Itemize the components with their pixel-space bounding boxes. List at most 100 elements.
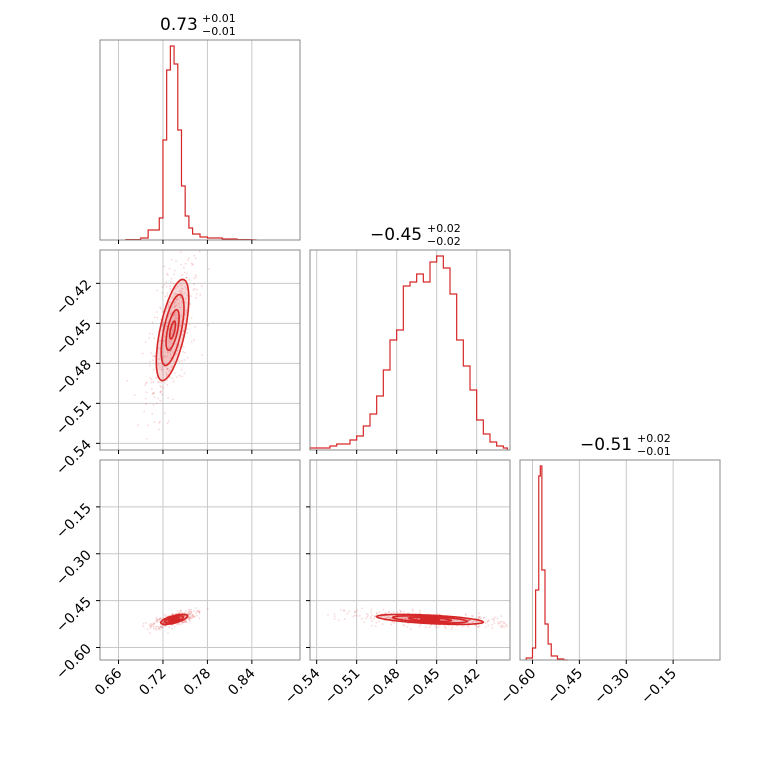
sample-point: [173, 294, 176, 297]
sample-point: [192, 615, 195, 617]
sample-point: [186, 328, 189, 331]
sample-point: [389, 616, 392, 619]
sample-point: [175, 260, 177, 263]
sample-point: [179, 623, 182, 626]
sample-point: [502, 622, 505, 625]
sample-point: [150, 622, 152, 625]
sample-point: [451, 620, 454, 623]
sample-point: [165, 325, 168, 328]
sample-point: [184, 301, 186, 304]
sample-point: [374, 625, 377, 628]
sample-point: [361, 607, 363, 610]
sample-point: [152, 627, 155, 630]
sample-point: [468, 619, 470, 622]
sample-point: [484, 625, 487, 628]
sample-point: [160, 626, 163, 628]
sample-point: [502, 624, 504, 627]
sample-point: [160, 626, 163, 629]
x-tick-label: 0.78: [181, 666, 214, 699]
sample-point: [164, 355, 166, 357]
sample-point: [153, 392, 156, 395]
sample-point: [364, 617, 367, 620]
sample-point: [475, 624, 478, 627]
contour-level-3: [168, 320, 177, 340]
sample-point: [175, 376, 178, 379]
sample-point: [184, 297, 187, 300]
sample-point: [190, 316, 193, 319]
sample-point: [418, 612, 421, 615]
sample-point: [153, 316, 156, 319]
sample-point: [437, 626, 440, 629]
sample-point: [477, 617, 480, 620]
sample-point: [389, 616, 391, 619]
sample-point: [166, 379, 168, 382]
sample-point: [184, 286, 187, 288]
sample-point: [150, 624, 153, 627]
sample-point: [181, 290, 183, 293]
sample-point: [174, 293, 177, 295]
sample-point: [161, 356, 164, 358]
sample-point: [180, 301, 183, 303]
sample-point: [155, 377, 158, 380]
sample-point: [169, 287, 172, 290]
sample-point: [183, 372, 186, 375]
sample-point: [168, 376, 171, 379]
sample-point: [375, 621, 378, 624]
sample-point: [491, 617, 494, 620]
sample-point: [494, 616, 497, 619]
sample-point: [493, 618, 496, 620]
sample-point: [183, 292, 186, 295]
sample-point: [363, 621, 366, 624]
sample-point: [199, 293, 202, 296]
y-tick-label: −0.42: [53, 277, 95, 319]
sample-point: [186, 294, 189, 297]
sample-point: [486, 620, 489, 623]
sample-point: [164, 333, 167, 336]
sample-point: [158, 339, 161, 342]
sample-point: [155, 402, 158, 405]
sample-point: [194, 274, 197, 277]
sample-point: [151, 392, 154, 395]
sample-point: [177, 623, 179, 626]
sample-point: [404, 617, 407, 619]
sample-point: [198, 617, 201, 620]
sample-point: [161, 286, 164, 289]
sample-point: [165, 281, 168, 283]
sample-point: [191, 614, 194, 616]
sample-point: [144, 341, 147, 343]
sample-point: [479, 617, 482, 620]
sample-point: [180, 616, 183, 619]
sample-point: [168, 340, 171, 343]
sample-point: [192, 289, 195, 291]
param-title-0: 0.73: [160, 15, 198, 35]
sample-point: [177, 622, 180, 625]
sample-point: [404, 617, 407, 620]
sample-point: [153, 421, 156, 424]
sample-point: [153, 355, 156, 358]
sample-point: [207, 268, 210, 270]
sample-point: [171, 613, 174, 616]
sample-point: [487, 620, 489, 623]
sample-point: [355, 609, 358, 612]
sample-point: [179, 251, 182, 254]
param-plus-2: +0.02: [637, 432, 671, 445]
sample-point: [194, 612, 197, 614]
sample-point: [182, 621, 185, 624]
sample-point: [353, 614, 356, 617]
sample-point: [156, 362, 159, 365]
sample-point: [153, 396, 156, 399]
sample-point: [167, 420, 170, 423]
sample-point: [428, 626, 431, 629]
sample-point: [145, 437, 148, 440]
sample-point: [169, 313, 172, 315]
sample-point: [195, 614, 198, 617]
sample-point: [191, 613, 194, 616]
sample-point: [156, 619, 159, 621]
sample-point: [381, 623, 384, 626]
sample-point: [198, 610, 201, 612]
sample-point: [185, 276, 188, 279]
sample-point: [150, 352, 152, 355]
sample-point: [166, 295, 169, 297]
sample-point: [365, 613, 368, 615]
sample-point: [411, 610, 414, 613]
